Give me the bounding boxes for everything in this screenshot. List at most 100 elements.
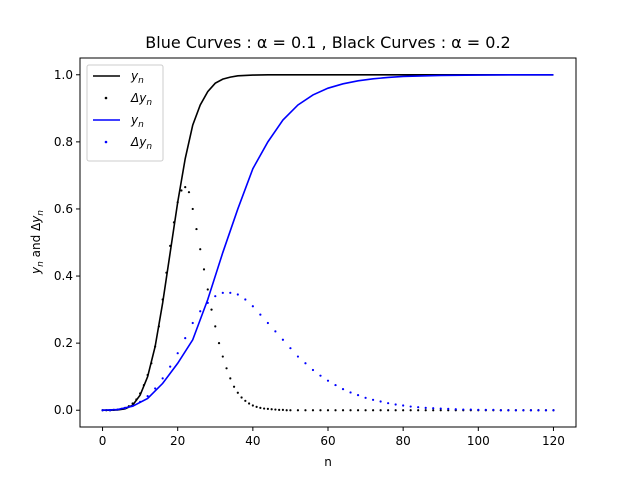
data-point (469, 408, 472, 411)
data-point (334, 383, 337, 387)
data-point (236, 293, 239, 296)
data-point (131, 404, 134, 407)
legend-label: Δyn (130, 135, 152, 152)
legend-dot-swatch (104, 140, 108, 144)
data-point (417, 406, 420, 409)
data-point (289, 409, 292, 412)
data-point (187, 191, 191, 194)
chart-title: Blue Curves : α = 0.1 , Black Curves : α… (145, 33, 510, 52)
data-point (424, 409, 427, 412)
data-point (191, 207, 194, 211)
data-point (161, 298, 164, 301)
data-point (221, 355, 224, 358)
data-point (439, 409, 442, 412)
data-point (409, 409, 412, 412)
data-point (244, 298, 247, 301)
data-point (199, 248, 202, 251)
y-tick-label: 0.6 (54, 202, 73, 216)
data-point (263, 407, 266, 410)
data-point (417, 409, 420, 412)
data-point (311, 409, 315, 412)
y-axis-label: yn and Δyn (29, 210, 46, 275)
data-point (477, 408, 480, 411)
data-point (176, 352, 179, 355)
data-point (379, 409, 382, 412)
data-point (364, 409, 367, 412)
data-point (522, 409, 525, 412)
data-point (232, 385, 236, 388)
data-point (259, 313, 262, 316)
data-point (364, 396, 367, 399)
data-point (462, 408, 465, 411)
x-tick-label: 0 (99, 434, 107, 448)
y-tick-label: 0.8 (54, 135, 73, 149)
data-point (334, 409, 337, 412)
series-layer (101, 73, 555, 412)
data-point (278, 408, 281, 411)
data-point (326, 409, 330, 412)
data-point (409, 405, 412, 408)
data-point (281, 338, 285, 341)
data-point (514, 409, 517, 412)
legend-label: yn (130, 69, 144, 86)
data-point (154, 345, 157, 348)
data-point (169, 244, 172, 247)
data-point (394, 403, 397, 406)
data-point (161, 377, 164, 380)
data-point (447, 407, 450, 410)
data-point (402, 404, 405, 407)
data-point (172, 221, 176, 224)
data-point (285, 409, 288, 412)
data-point (255, 405, 258, 408)
data-point (432, 407, 435, 410)
x-tick-label: 40 (245, 434, 260, 448)
y-axis-ticks: 0.0 0.2 0.4 0.6 0.8 1.0 (54, 68, 80, 417)
data-point (251, 305, 254, 308)
data-point (251, 404, 254, 407)
data-point (184, 337, 187, 340)
data-point (244, 399, 247, 402)
data-point (199, 310, 202, 313)
data-point (225, 367, 228, 370)
data-point (281, 408, 285, 411)
data-point (139, 400, 142, 403)
data-point (537, 409, 540, 412)
x-axis-ticks: 0 20 40 60 80 100 120 (99, 427, 565, 448)
data-point (135, 398, 138, 401)
legend-frame (86, 64, 164, 162)
data-point (266, 321, 269, 325)
data-point (146, 373, 149, 377)
series-line-0 (102, 73, 554, 412)
data-point (146, 395, 149, 398)
data-point (270, 408, 273, 411)
data-point (101, 409, 104, 412)
data-point (387, 409, 390, 412)
x-tick-label: 80 (396, 434, 411, 448)
series-dots-0 (101, 186, 555, 412)
data-point (529, 409, 533, 412)
data-point (507, 409, 510, 412)
data-point (206, 301, 209, 304)
data-point (274, 330, 277, 333)
data-point (387, 402, 390, 405)
data-point (165, 271, 168, 274)
data-point (544, 409, 548, 412)
data-point (214, 295, 217, 298)
data-point (356, 394, 360, 397)
data-point (247, 402, 251, 405)
data-point (131, 402, 134, 405)
data-point (184, 186, 187, 189)
data-point (229, 291, 232, 294)
data-point (236, 391, 239, 394)
data-point (484, 408, 487, 411)
data-point (259, 406, 262, 409)
series-line-1 (102, 73, 554, 412)
data-point (229, 377, 232, 380)
data-point (379, 400, 382, 403)
data-point (191, 321, 194, 325)
data-point (154, 387, 157, 390)
data-point (116, 408, 119, 411)
plot-area: 0 20 40 60 80 100 120 0.0 0.2 0.4 0.6 0.8 1.0 (54, 57, 577, 448)
data-point (240, 396, 243, 399)
